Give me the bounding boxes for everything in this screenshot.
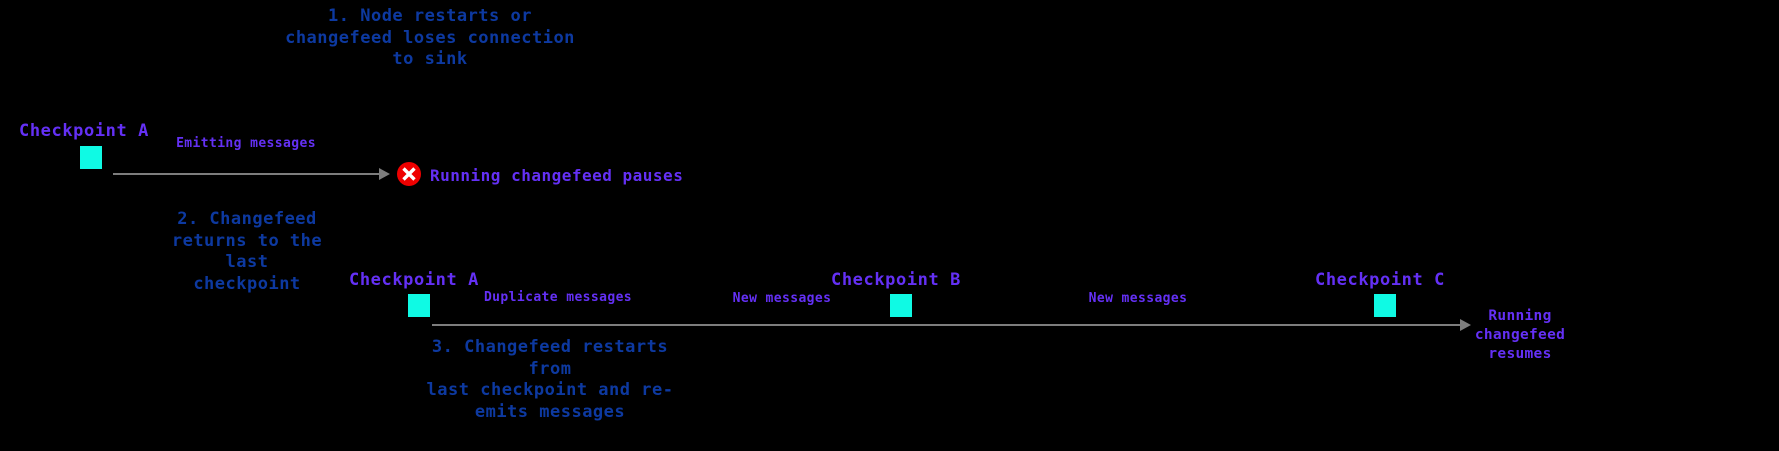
top-checkpoint-a-marker [80,146,102,169]
top-emitting-messages-label: Emitting messages [176,136,316,151]
top-timeline-arrow-head [379,168,390,180]
bottom-checkpoint-a-label: Checkpoint A [348,270,480,290]
bottom-checkpoint-a-marker [408,294,430,317]
step-1-annotation: 1. Node restarts or changefeed loses con… [285,6,575,69]
bottom-duplicate-messages-label: Duplicate messages [483,290,633,305]
running-changefeed-resumes-label: Running changefeed resumes [1474,308,1566,362]
bottom-new-messages-label-2: New messages [1088,291,1188,306]
bottom-timeline-arrow-head [1460,319,1471,331]
bottom-checkpoint-c-marker [1374,294,1396,317]
step-3-annotation: 3. Changefeed restarts from last checkpo… [426,337,674,422]
running-changefeed-pauses-label: Running changefeed pauses [430,166,684,185]
bottom-timeline-arrow-line [432,324,1460,326]
bottom-checkpoint-b-marker [890,294,912,317]
step-2-annotation: 2. Changefeed returns to the last checkp… [171,209,323,294]
bottom-new-messages-label-1: New messages [732,291,832,306]
bottom-checkpoint-b-label: Checkpoint B [830,270,962,290]
top-timeline-arrow-line [113,173,379,175]
bottom-checkpoint-c-label: Checkpoint C [1314,270,1446,290]
top-checkpoint-a-label: Checkpoint A [18,121,150,141]
error-x-icon [396,161,422,187]
